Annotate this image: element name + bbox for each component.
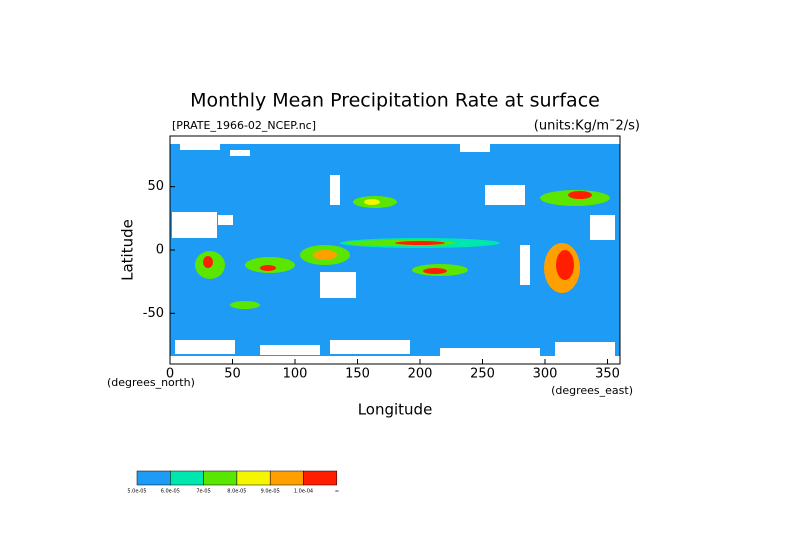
x-tick-label: 100 [283,367,308,382]
colorbar-label: 6.0e-05 [161,489,180,495]
precipitation-areas [195,190,610,309]
y-tick-label: 0 [156,243,164,258]
y-axis-title: Latitude [119,219,137,281]
x-tick-label: 350 [595,367,620,382]
colorbar-swatch [136,470,171,486]
colorbar: 5.0e-05 6.0e-05 7e-05 8.0e-05 9.0e-05 1.0e-04… [127,470,339,495]
x-tick-label: 300 [533,367,558,382]
x-unit: (degrees_east) [551,384,633,397]
x-tick-label: 200 [408,367,433,382]
colorbar-label: 9.0e-05 [261,489,280,495]
x-tick-label: 250 [470,367,495,382]
colorbar-swatch [236,470,271,486]
axes: 0 50 100 150 200 250 300 350 -50 0 50 [143,179,620,381]
colorbar-label: 5.0e-05 [127,489,146,495]
y-tick-label: -50 [143,306,164,321]
subtitle-right: (units:Kg/m¯2/s) [534,119,640,134]
subtitle-left: [PRATE_1966-02_NCEP.nc] [172,119,316,132]
x-tick-label: 50 [224,367,241,382]
y-unit: (degrees_north) [107,376,195,389]
colorbar-label: 1.0e-04 [294,489,313,495]
colorbar-swatch [269,470,304,486]
colorbar-swatch [170,470,204,486]
colorbar-label: ∞ [335,489,339,495]
colorbar-swatch [303,470,338,486]
dry-areas [170,136,620,364]
map-field [170,136,620,364]
x-axis-title: Longitude [358,401,433,419]
colorbar-label: 8.0e-05 [227,489,246,495]
chart-title: Monthly Mean Precipitation Rate at surfa… [190,90,600,112]
x-tick-label: 150 [345,367,370,382]
ocean-field [170,136,620,364]
y-tick-label: 50 [147,179,164,194]
colorbar-label: 7e-05 [196,489,210,495]
colorbar-swatch [203,470,238,486]
x-tick-label: 0 [166,367,174,382]
